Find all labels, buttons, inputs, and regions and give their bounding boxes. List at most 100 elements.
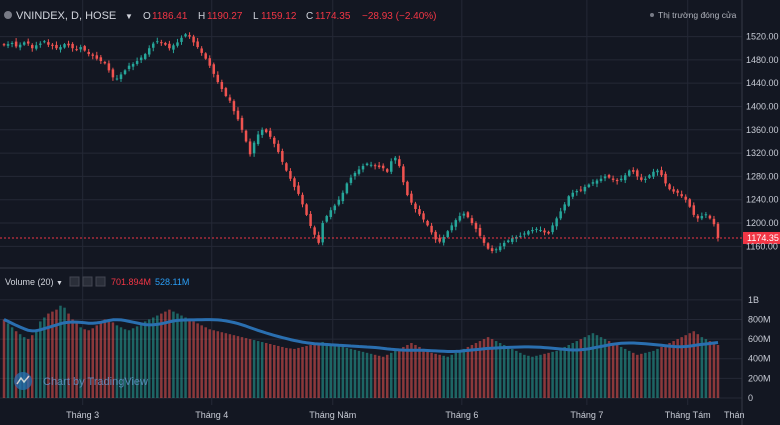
volume-bar [668, 343, 671, 398]
volume-bar [268, 344, 272, 398]
volume-bar [341, 346, 345, 398]
volume-bar [535, 355, 538, 398]
candle-body [595, 180, 599, 184]
volume-bar [164, 311, 167, 398]
volume-label[interactable]: Volume (20) [5, 277, 54, 287]
candle-body [688, 199, 691, 207]
volume-bar [63, 307, 66, 398]
volume-bar [652, 350, 655, 398]
candle-body [712, 218, 716, 225]
volume-bar [716, 344, 720, 398]
volume-tick-label: 1B [748, 295, 759, 305]
volume-bar [135, 326, 139, 398]
symbol-dropdown-icon[interactable]: ▼ [125, 12, 133, 21]
volume-bar [337, 345, 341, 398]
candle-body [111, 69, 115, 78]
volume-axis[interactable]: 1B 800M 600M 400M 200M 0 [748, 295, 771, 403]
candle-body [115, 78, 119, 80]
volume-bar [365, 352, 369, 398]
price-tick-label: 1200.00 [746, 218, 779, 228]
volume-bar [394, 350, 397, 398]
candle-body [640, 177, 643, 180]
candle-body [559, 211, 562, 219]
volume-bar [543, 353, 546, 398]
time-tick-label: Tháng 4 [195, 410, 228, 420]
volume-bar [402, 346, 405, 398]
volume-bar [603, 339, 607, 398]
time-axis[interactable]: Tháng 3 Tháng 4 Tháng Năm Tháng 6 Tháng 7 Thá… [66, 410, 780, 420]
close-value: 1174.35 [315, 11, 351, 22]
candle-body [87, 51, 90, 55]
candle-body [297, 185, 300, 194]
volume-bar [462, 348, 466, 398]
candle-body [47, 42, 50, 45]
candle-body [345, 183, 349, 194]
volume-bar [156, 315, 159, 398]
candle-body [156, 41, 159, 43]
volume-bar [240, 337, 244, 398]
candle-body [458, 216, 462, 221]
candle-body [498, 246, 502, 251]
volume-bar [688, 333, 691, 398]
price-tick-label: 1160.00 [746, 241, 778, 251]
candle-body [152, 43, 155, 48]
volume-bar [67, 313, 70, 398]
candle-body [482, 237, 486, 243]
volume-bar [281, 346, 284, 398]
volume-bar [555, 350, 558, 398]
candle-body [519, 235, 522, 237]
volume-bar [103, 319, 107, 398]
volume-bar [426, 350, 429, 398]
volume-bar [377, 355, 381, 398]
candle-body [438, 237, 441, 242]
eye-icon[interactable] [69, 276, 80, 287]
volume-bar [615, 344, 619, 398]
candle-body [381, 165, 385, 169]
market-status: Thị trường đóng cửa [658, 10, 737, 20]
candle-body [55, 44, 58, 49]
candle-body [615, 179, 619, 182]
candle-body [708, 215, 712, 219]
symbol-title[interactable]: VNINDEX, D, HOSE [16, 10, 116, 22]
volume-bar [591, 333, 595, 398]
time-tick-label: Tháng Năm [309, 410, 356, 420]
candle-body [208, 58, 211, 66]
candle-body [373, 165, 377, 167]
volume-bar [619, 346, 623, 398]
low-value: 1159.12 [261, 11, 297, 22]
open-label: O [143, 11, 151, 22]
tradingview-watermark[interactable]: Chart by TradingView [14, 372, 148, 390]
volume-bar [680, 337, 683, 398]
legend-header: VNINDEX, D, HOSE ▼ O 1186.41 H 1190.27 L… [4, 10, 737, 22]
volume-bar [313, 344, 316, 398]
settings-icon[interactable] [82, 276, 93, 287]
volume-bar [684, 335, 687, 398]
volume-tick-label: 200M [748, 373, 771, 383]
volume-bar [152, 317, 155, 398]
candle-body [268, 130, 272, 137]
volume-bar [579, 339, 583, 398]
volume-bar [22, 337, 26, 398]
volume-bar [595, 335, 599, 398]
volume-dropdown-icon[interactable]: ▼ [56, 280, 63, 287]
candle-body [591, 182, 595, 184]
candle-body [252, 142, 256, 154]
volume-bar [51, 311, 54, 398]
volume-bar [220, 332, 224, 398]
candle-body [317, 235, 320, 243]
volume-bar [559, 348, 562, 398]
candle-body [10, 42, 14, 44]
volume-bar [656, 348, 659, 398]
volume-bar [31, 335, 34, 398]
volume-bar [147, 319, 151, 398]
volume-bar [14, 331, 18, 398]
volume-bar [474, 343, 478, 398]
volume-bar [297, 347, 300, 398]
candle-body [337, 199, 341, 205]
candle-body [204, 53, 207, 59]
volume-bar [357, 350, 361, 398]
close-icon[interactable] [95, 276, 106, 287]
candle-body [414, 203, 417, 210]
price-axis[interactable]: 1520.00 1480.00 1440.00 1400.00 1360.00 1320.… [746, 32, 779, 252]
